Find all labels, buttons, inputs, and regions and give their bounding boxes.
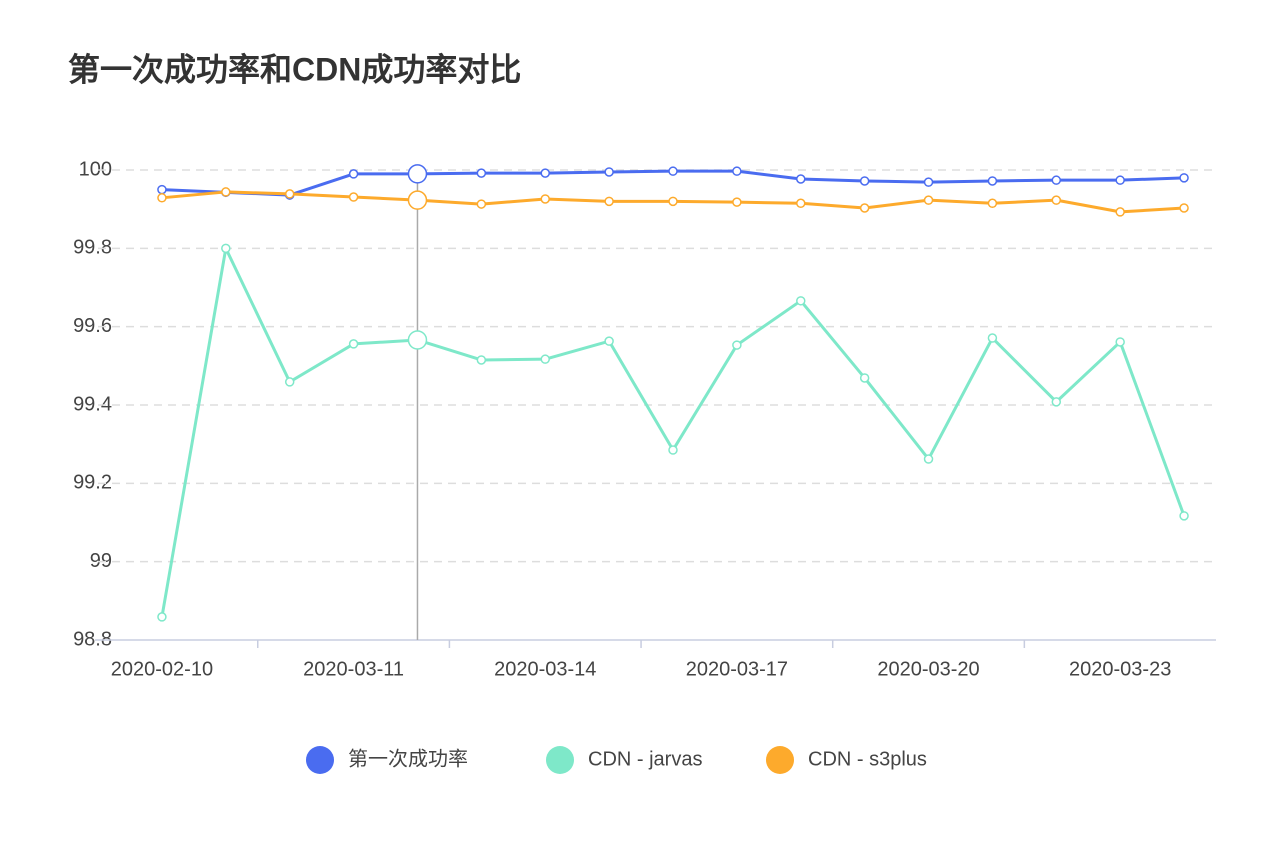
- legend-marker: [306, 746, 334, 774]
- y-tick-label: 99.4: [73, 393, 112, 415]
- data-point: [221, 187, 231, 197]
- data-point: [407, 330, 428, 350]
- data-point: [668, 196, 678, 207]
- y-tick-label: 99.8: [73, 237, 112, 259]
- data-point: [1051, 195, 1062, 205]
- data-point: [987, 176, 998, 186]
- legend-marker: [546, 746, 574, 774]
- data-point: [668, 166, 678, 176]
- data-point: [1051, 397, 1062, 407]
- data-point: [796, 174, 806, 184]
- data-point: [476, 355, 487, 365]
- legend-label: CDN - jarvas: [588, 748, 702, 770]
- chart-title: 第一次成功率和CDN成功率对比: [68, 51, 521, 87]
- x-tick-label: 2020-03-11: [303, 658, 404, 680]
- data-point: [732, 166, 742, 176]
- data-point: [1179, 173, 1189, 183]
- data-point: [859, 203, 870, 213]
- data-point: [859, 176, 870, 186]
- data-point: [1051, 175, 1062, 185]
- data-point: [732, 197, 742, 207]
- data-point: [732, 340, 742, 350]
- data-point: [540, 194, 550, 204]
- legend-label: 第一次成功率: [348, 747, 468, 770]
- data-point: [157, 184, 167, 195]
- data-point: [540, 168, 550, 178]
- data-point: [476, 168, 487, 178]
- y-tick-label: 98.8: [73, 628, 112, 650]
- data-point: [923, 195, 934, 205]
- data-point: [796, 198, 806, 209]
- data-point: [987, 198, 998, 209]
- data-point: [348, 192, 359, 202]
- data-point: [540, 354, 550, 364]
- data-point: [923, 177, 934, 187]
- x-tick-label: 2020-03-23: [1069, 658, 1171, 680]
- data-point: [1115, 207, 1125, 217]
- data-point: [796, 296, 806, 306]
- y-tick-label: 100: [79, 158, 112, 180]
- data-point: [1179, 203, 1189, 213]
- data-point: [348, 169, 359, 179]
- y-tick-label: 99.2: [73, 472, 112, 494]
- legend-label: CDN - s3plus: [808, 748, 927, 770]
- data-point: [221, 243, 231, 254]
- x-tick-label: 2020-03-14: [494, 658, 596, 680]
- data-point: [407, 190, 428, 210]
- y-tick-label: 99.6: [73, 315, 112, 337]
- data-point: [1179, 511, 1189, 521]
- data-point: [604, 336, 614, 346]
- x-tick-label: 2020-02-10: [111, 658, 213, 680]
- data-point: [1115, 175, 1125, 185]
- data-point: [407, 164, 428, 184]
- x-tick-label: 2020-03-20: [877, 658, 979, 680]
- data-point: [604, 167, 614, 177]
- data-point: [668, 445, 678, 455]
- data-point: [476, 199, 487, 209]
- data-point: [284, 189, 295, 199]
- data-point: [1115, 337, 1125, 347]
- data-point: [923, 454, 934, 464]
- data-point: [348, 339, 359, 349]
- data-point: [157, 193, 167, 203]
- data-point: [604, 196, 614, 207]
- x-tick-label: 2020-03-17: [686, 658, 788, 680]
- data-point: [859, 373, 870, 383]
- data-point: [284, 377, 295, 387]
- data-point: [987, 333, 998, 343]
- data-point: [157, 612, 167, 622]
- legend-marker: [766, 746, 794, 774]
